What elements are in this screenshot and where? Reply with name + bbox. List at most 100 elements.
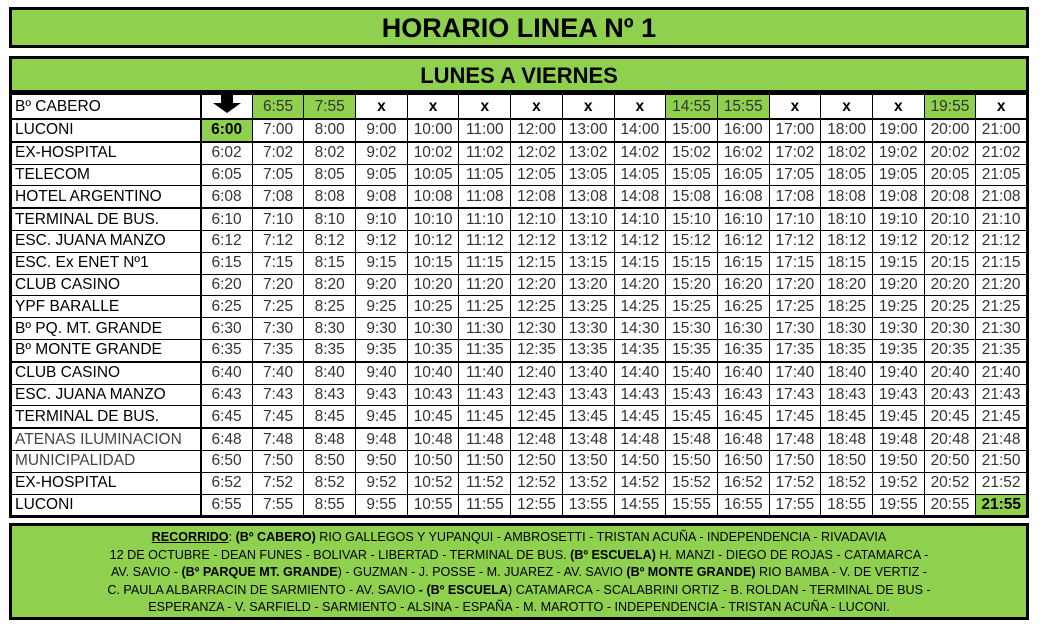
stop-name: EX-HOSPITAL <box>10 141 202 165</box>
time-cell: 15:15 <box>665 251 718 275</box>
time-cell: 16:05 <box>716 163 770 187</box>
time-cell: 9:45 <box>355 405 408 430</box>
time-cell: 14:40 <box>613 361 667 385</box>
time-cell: 12:05 <box>510 163 563 187</box>
time-cell: 14:48 <box>613 427 667 451</box>
time-cell: 17:10 <box>768 207 822 231</box>
time-cell: 11:30 <box>458 317 512 340</box>
time-cell: 16:30 <box>716 317 770 340</box>
time-cell: 11:12 <box>458 229 512 253</box>
time-cell: 18:35 <box>820 338 873 363</box>
time-cell: 12:20 <box>510 273 563 297</box>
time-cell: 6:02 <box>200 141 253 165</box>
time-cell: 11:45 <box>458 405 512 430</box>
time-cell: 20:43 <box>923 383 977 407</box>
time-cell: 14:52 <box>613 471 667 495</box>
time-cell: 13:35 <box>561 338 615 363</box>
time-cell: 8:20 <box>303 273 357 297</box>
time-cell: 19:43 <box>871 383 925 407</box>
time-cell: 21:02 <box>975 141 1028 165</box>
time-cell: 20:10 <box>923 207 977 231</box>
route-segment: AV. SAVIO - <box>110 565 182 579</box>
time-cell: 7:48 <box>251 427 305 451</box>
header-time-cell: x <box>510 93 563 120</box>
time-cell: 9:00 <box>355 118 408 143</box>
time-cell: 12:12 <box>510 229 563 253</box>
stop-name: YPF BARALLE <box>10 295 202 319</box>
time-cell: 21:10 <box>975 207 1028 231</box>
time-cell: 13:40 <box>561 361 615 385</box>
time-cell: 19:35 <box>871 338 925 363</box>
header-time-cell: x <box>561 93 615 120</box>
table-row: TELECOM 6:05 7:05 8:05 9:05 10:05 11:05 12:05 13… <box>10 163 1028 187</box>
time-cell: 8:40 <box>303 361 357 385</box>
time-cell: 20:55 <box>923 493 977 518</box>
time-cell: 7:10 <box>251 207 305 231</box>
time-cell: 16:15 <box>716 251 770 275</box>
time-cell: 12:02 <box>510 141 563 165</box>
header-time-cell: x <box>768 93 822 120</box>
stop-name: TERMINAL DE BUS. <box>10 207 202 231</box>
time-cell: 10:08 <box>406 185 460 210</box>
time-cell: 7:30 <box>251 317 305 340</box>
time-cell: 16:50 <box>716 449 770 473</box>
time-cell: 21:43 <box>975 383 1028 407</box>
time-cell: 7:00 <box>251 118 305 143</box>
time-cell: 14:00 <box>613 118 667 143</box>
time-cell: 18:30 <box>820 317 873 340</box>
time-cell: 12:08 <box>510 185 563 210</box>
time-cell: 10:43 <box>406 383 460 407</box>
time-cell: 19:52 <box>871 471 925 495</box>
time-cell: 11:40 <box>458 361 512 385</box>
time-cell: 17:02 <box>768 141 822 165</box>
table-row: ESC. Ex ENET Nº1 6:15 7:15 8:15 9:15 10:15 11:… <box>10 251 1028 275</box>
time-cell: 8:15 <box>303 251 357 275</box>
time-cell: 7:20 <box>251 273 305 297</box>
time-cell: 17:40 <box>768 361 822 385</box>
time-cell: 20:05 <box>923 163 977 187</box>
time-cell: 18:12 <box>820 229 873 253</box>
time-cell: 20:35 <box>923 338 977 363</box>
table-row: HOTEL ARGENTINO 6:08 7:08 8:08 9:08 10:08 11:0… <box>10 185 1028 210</box>
time-cell: 13:30 <box>561 317 615 340</box>
time-cell: 20:12 <box>923 229 977 253</box>
time-cell: 6:45 <box>200 405 253 430</box>
time-cell: 8:12 <box>303 229 357 253</box>
schedule-table: Bº CABERO 6:55 7:55 x x x x x x 14:55 15:55 x x x 19:5… <box>9 92 1029 519</box>
time-cell: 11:55 <box>458 493 512 518</box>
time-cell: 12:40 <box>510 361 563 385</box>
time-cell: 18:20 <box>820 273 873 297</box>
time-cell: 15:00 <box>665 118 718 143</box>
time-cell: 8:10 <box>303 207 357 231</box>
time-cell: 6:00 <box>200 118 253 143</box>
time-cell: 8:55 <box>303 493 357 518</box>
time-cell: 10:35 <box>406 338 460 363</box>
time-cell: 18:15 <box>820 251 873 275</box>
time-cell: 7:25 <box>251 295 305 319</box>
time-cell: 19:15 <box>871 251 925 275</box>
time-cell: 6:15 <box>200 251 253 275</box>
time-cell: 14:20 <box>613 273 667 297</box>
route-line: RECORRIDO: (Bº CABERO) RIO GALLEGOS Y YU… <box>12 529 1026 547</box>
time-cell: 11:43 <box>458 383 512 407</box>
time-cell: 20:40 <box>923 361 977 385</box>
table-row: LUCONI 6:55 7:55 8:55 9:55 10:55 11:55 12:55 13:… <box>10 493 1028 518</box>
time-cell: 14:10 <box>613 207 667 231</box>
time-cell: 18:05 <box>820 163 873 187</box>
time-cell: 7:50 <box>251 449 305 473</box>
time-cell: 7:52 <box>251 471 305 495</box>
time-cell: 14:15 <box>613 251 667 275</box>
table-row: Bº MONTE GRANDE 6:35 7:35 8:35 9:35 10:35 11:3… <box>10 338 1028 363</box>
time-cell: 19:30 <box>871 317 925 340</box>
time-cell: 8:08 <box>303 185 357 210</box>
time-cell: 10:15 <box>406 251 460 275</box>
time-cell: 20:30 <box>923 317 977 340</box>
route-line: 12 DE OCTUBRE - DEAN FUNES - BOLIVAR - L… <box>12 547 1026 565</box>
time-cell: 17:00 <box>768 118 822 143</box>
time-cell: 13:48 <box>561 427 615 451</box>
route-line: C. PAULA ALBARRACIN DE SARMIENTO - AV. S… <box>12 582 1026 600</box>
time-cell: 10:50 <box>406 449 460 473</box>
header-time-cell: x <box>613 93 667 120</box>
time-cell: 8:00 <box>303 118 357 143</box>
time-cell: 12:15 <box>510 251 563 275</box>
